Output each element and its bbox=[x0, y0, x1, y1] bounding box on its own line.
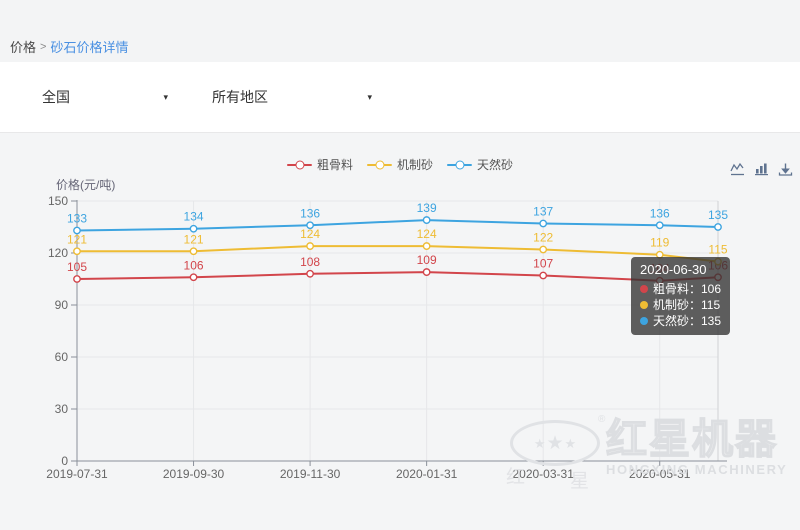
data-label: 135 bbox=[708, 208, 728, 222]
legend-label: 机制砂 bbox=[396, 158, 434, 172]
y-tick-label: 0 bbox=[61, 454, 68, 468]
area-select[interactable]: 所有地区 ▾ bbox=[212, 87, 372, 107]
breadcrumb-band: 价格 > 砂石价格详情 bbox=[0, 0, 800, 62]
legend-item-tianran-sha[interactable]: 天然砂 bbox=[447, 156, 513, 173]
filter-bar: 全国 ▾ 所有地区 ▾ bbox=[0, 62, 800, 133]
tooltip-value: 天然砂：135 bbox=[653, 314, 722, 328]
data-label: 124 bbox=[417, 227, 437, 241]
breadcrumb-separator-icon: > bbox=[40, 40, 47, 53]
line-marker-icon bbox=[286, 160, 312, 169]
series-line-1[interactable] bbox=[77, 245, 719, 263]
data-point-0-0[interactable] bbox=[73, 275, 81, 283]
data-point-2-2[interactable] bbox=[306, 221, 314, 230]
area-select-value: 所有地区 bbox=[212, 89, 268, 105]
data-point-0-2[interactable] bbox=[306, 269, 314, 278]
data-point-2-6[interactable] bbox=[714, 223, 722, 231]
y-tick-label: 150 bbox=[48, 194, 68, 208]
data-point-1-2[interactable] bbox=[306, 242, 314, 250]
data-point-2-5[interactable] bbox=[655, 221, 664, 230]
breadcrumb-current-link[interactable]: 砂石价格详情 bbox=[50, 40, 129, 55]
data-label: 107 bbox=[533, 257, 553, 271]
data-label: 106 bbox=[184, 258, 204, 272]
data-label: 108 bbox=[300, 255, 320, 269]
legend-label: 天然砂 bbox=[477, 158, 514, 172]
data-label: 137 bbox=[533, 205, 553, 219]
data-label: 134 bbox=[184, 210, 204, 224]
data-label: 136 bbox=[300, 206, 320, 220]
data-label: 105 bbox=[67, 260, 87, 274]
data-label: 122 bbox=[533, 231, 553, 245]
tooltip-row: 机制砂：115 bbox=[640, 297, 721, 313]
x-tick-label: 2019-11-30 bbox=[280, 467, 341, 481]
data-label: 136 bbox=[650, 206, 670, 220]
tooltip-value: 粗骨料：106 bbox=[653, 282, 722, 296]
chart-legend: 粗骨料 机制砂 天然砂 bbox=[286, 156, 513, 173]
x-tick-label: 2020-01-31 bbox=[396, 467, 458, 481]
chart-canvas[interactable]: 0 30 60 90 120 150 2019-07-31 2019-09-30 2019-11… bbox=[0, 132, 800, 530]
region-select[interactable]: 全国 ▾ bbox=[42, 87, 168, 107]
legend-item-cugu-liao[interactable]: 粗骨料 bbox=[286, 156, 353, 173]
legend-item-jizhi-sha[interactable]: 机制砂 bbox=[366, 156, 434, 173]
x-tick-label: 2019-09-30 bbox=[163, 467, 225, 481]
data-point-1-1[interactable] bbox=[189, 247, 198, 256]
breadcrumb: 价格 > 砂石价格详情 bbox=[10, 37, 128, 56]
line-chart-icon[interactable] bbox=[729, 161, 746, 178]
y-tick-label: 30 bbox=[55, 402, 69, 416]
download-icon[interactable] bbox=[777, 161, 794, 178]
data-point-1-0[interactable] bbox=[73, 247, 81, 256]
legend-label: 粗骨料 bbox=[316, 158, 353, 172]
data-point-0-3[interactable] bbox=[422, 268, 431, 276]
series-dot-icon bbox=[640, 301, 648, 309]
chart-toolbox bbox=[729, 161, 794, 178]
chevron-down-icon: ▾ bbox=[163, 91, 168, 102]
line-marker-icon bbox=[447, 160, 473, 169]
tooltip-date: 2020-06-30 bbox=[640, 262, 707, 277]
x-tick-label: 2019-07-31 bbox=[46, 467, 108, 481]
breadcrumb-section[interactable]: 价格 bbox=[10, 40, 37, 55]
data-point-2-4[interactable] bbox=[539, 219, 548, 228]
data-label: 121 bbox=[67, 232, 87, 246]
tooltip-value: 机制砂：115 bbox=[653, 298, 721, 312]
data-label: 115 bbox=[708, 243, 727, 257]
series-dot-icon bbox=[640, 285, 648, 293]
y-tick-label: 60 bbox=[55, 350, 69, 364]
data-point-2-3[interactable] bbox=[422, 216, 431, 224]
data-label: 109 bbox=[417, 253, 437, 267]
data-point-0-1[interactable] bbox=[189, 273, 198, 282]
data-point-1-3[interactable] bbox=[422, 242, 431, 250]
series-line-0[interactable] bbox=[76, 271, 719, 282]
data-label: 124 bbox=[300, 227, 320, 241]
data-label: 119 bbox=[650, 236, 669, 250]
y-axis-name: 价格(元/吨) bbox=[56, 177, 115, 192]
tooltip-row: 天然砂：135 bbox=[640, 313, 721, 329]
chevron-down-icon: ▾ bbox=[367, 91, 372, 102]
x-tick-label: 2020-03-31 bbox=[512, 467, 574, 481]
data-point-2-1[interactable] bbox=[189, 224, 198, 233]
chart-tooltip: 2020-06-30 粗骨料：106 机制砂：115 天然砂：135 bbox=[631, 257, 731, 335]
data-point-1-4[interactable] bbox=[539, 245, 548, 254]
line-marker-icon bbox=[366, 160, 392, 169]
data-label: 121 bbox=[184, 232, 204, 246]
bar-chart-icon[interactable] bbox=[753, 161, 770, 178]
region-select-value: 全国 bbox=[42, 89, 70, 105]
data-label: 139 bbox=[417, 201, 437, 215]
y-tick-label: 90 bbox=[55, 298, 69, 312]
data-point-0-4[interactable] bbox=[539, 271, 548, 280]
series-dot-icon bbox=[640, 317, 648, 325]
y-tick-label: 120 bbox=[48, 246, 68, 260]
series-line-2[interactable] bbox=[76, 219, 719, 232]
x-tick-label: 2020-05-31 bbox=[629, 467, 691, 481]
data-label: 133 bbox=[67, 211, 87, 225]
data-point-2-0[interactable] bbox=[73, 226, 81, 235]
tooltip-row: 粗骨料：106 bbox=[640, 281, 721, 297]
